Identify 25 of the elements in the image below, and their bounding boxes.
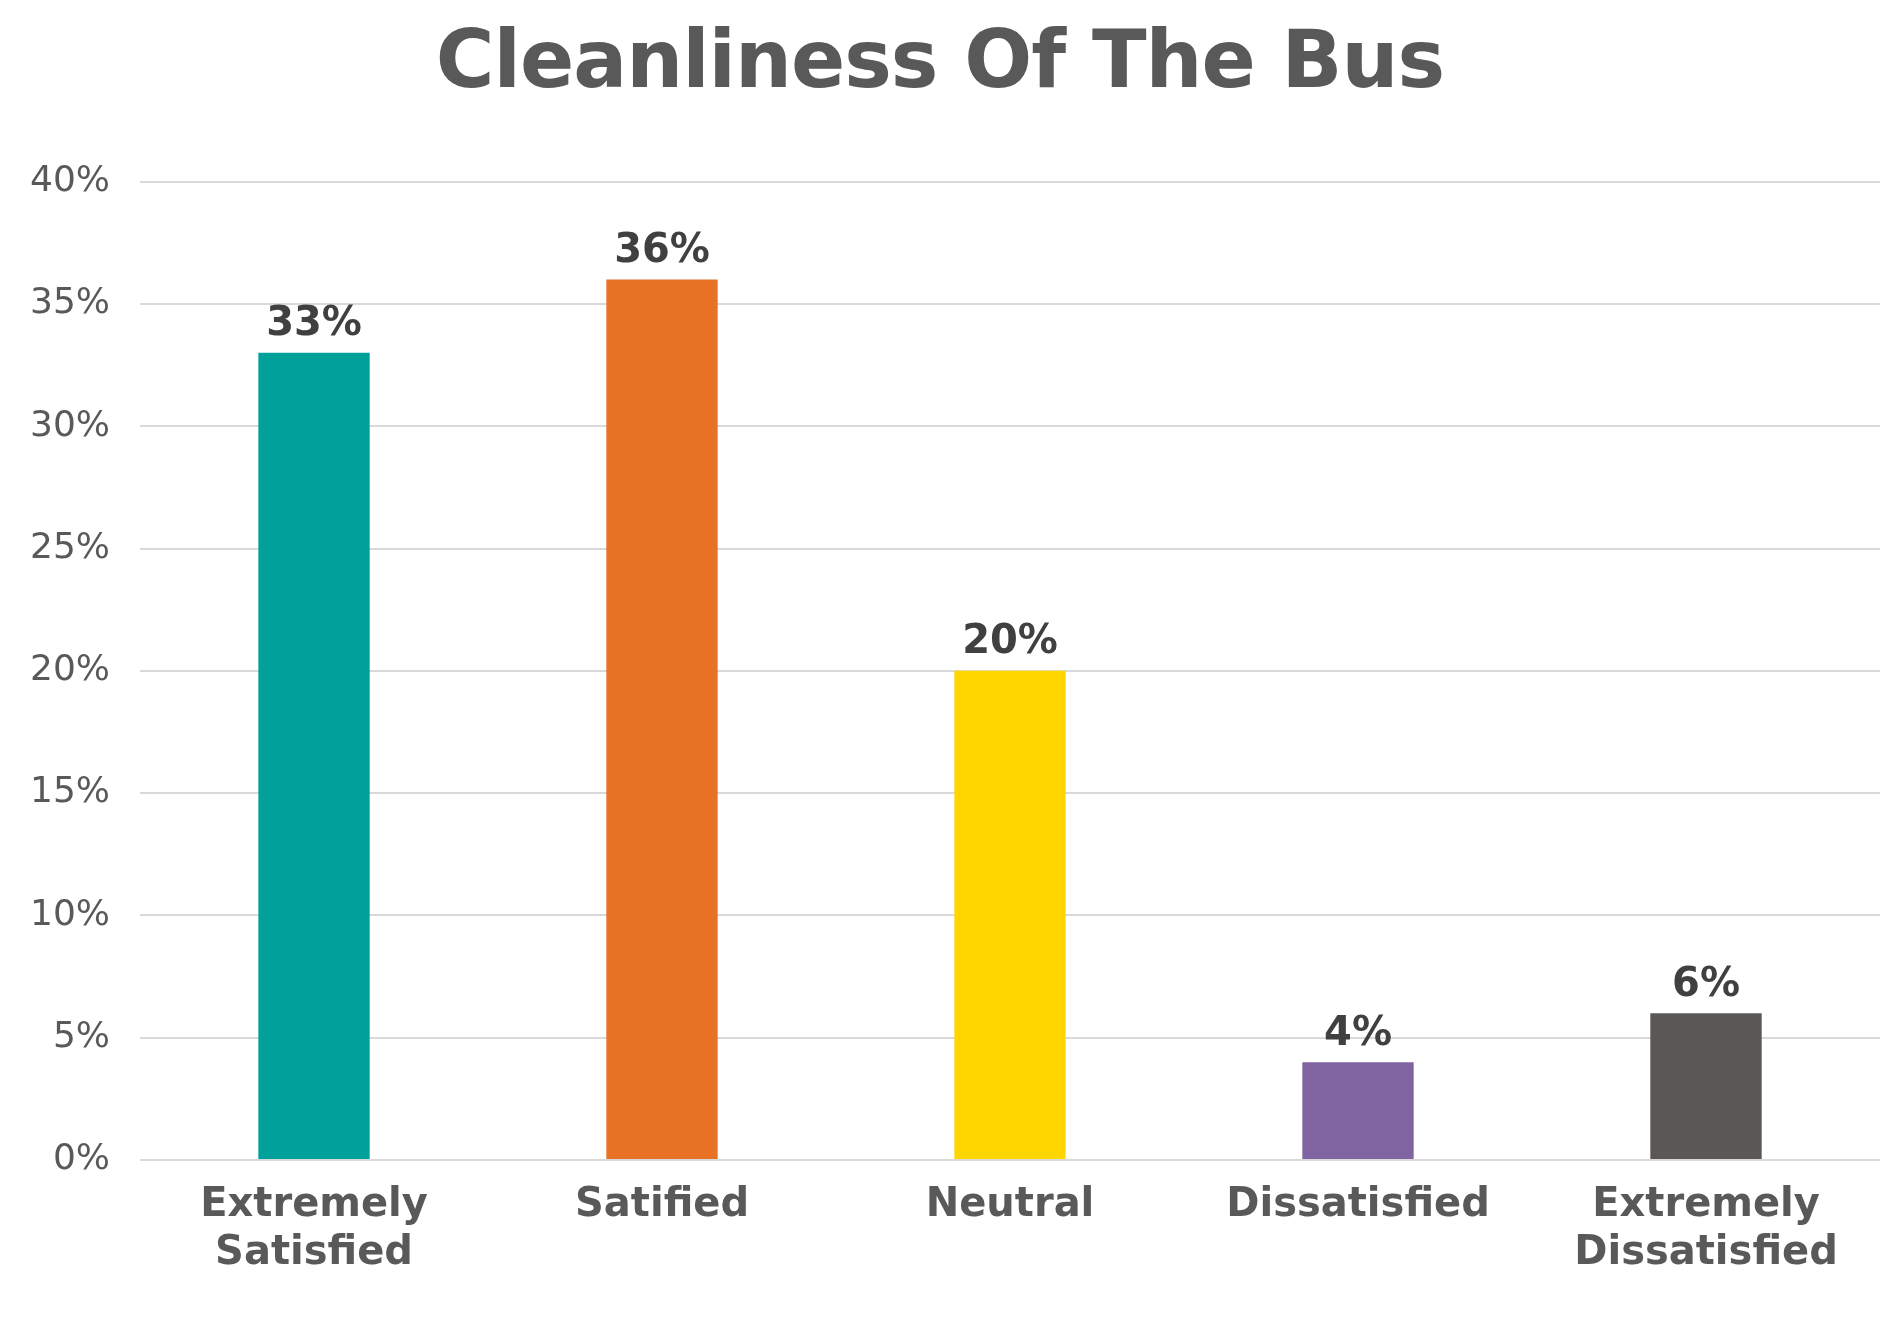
y-tick-label: 0% xyxy=(52,1136,111,1178)
data-label: 6% xyxy=(1672,958,1740,1005)
y-tick-label: 20% xyxy=(30,647,111,689)
y-tick-label: 25% xyxy=(30,524,111,566)
data-label: 4% xyxy=(1324,1007,1392,1054)
x-tick-label: Extremely Satisfied xyxy=(200,1179,428,1274)
y-tick-label: 15% xyxy=(30,769,111,811)
bar xyxy=(1650,1013,1762,1159)
bar xyxy=(258,352,370,1159)
y-tick-label: 40% xyxy=(30,157,111,199)
data-label: 36% xyxy=(614,224,710,271)
data-label: 33% xyxy=(266,298,362,345)
y-tick-label: 30% xyxy=(30,402,111,444)
bar xyxy=(1302,1062,1414,1159)
bar xyxy=(954,670,1066,1159)
data-label: 20% xyxy=(962,616,1058,663)
x-tick-label: Neutral xyxy=(925,1179,1095,1226)
bar xyxy=(606,279,718,1159)
x-tick-label: Extremely Dissatisfied xyxy=(1574,1179,1838,1274)
x-tick-label: Dissatisfied xyxy=(1226,1179,1490,1226)
chart-title: Cleanliness Of The Bus xyxy=(434,12,1446,108)
y-tick-label: 5% xyxy=(52,1014,111,1056)
y-tick-label: 35% xyxy=(30,280,111,322)
y-tick-label: 10% xyxy=(30,891,111,933)
x-tick-label: Satified xyxy=(574,1179,750,1226)
